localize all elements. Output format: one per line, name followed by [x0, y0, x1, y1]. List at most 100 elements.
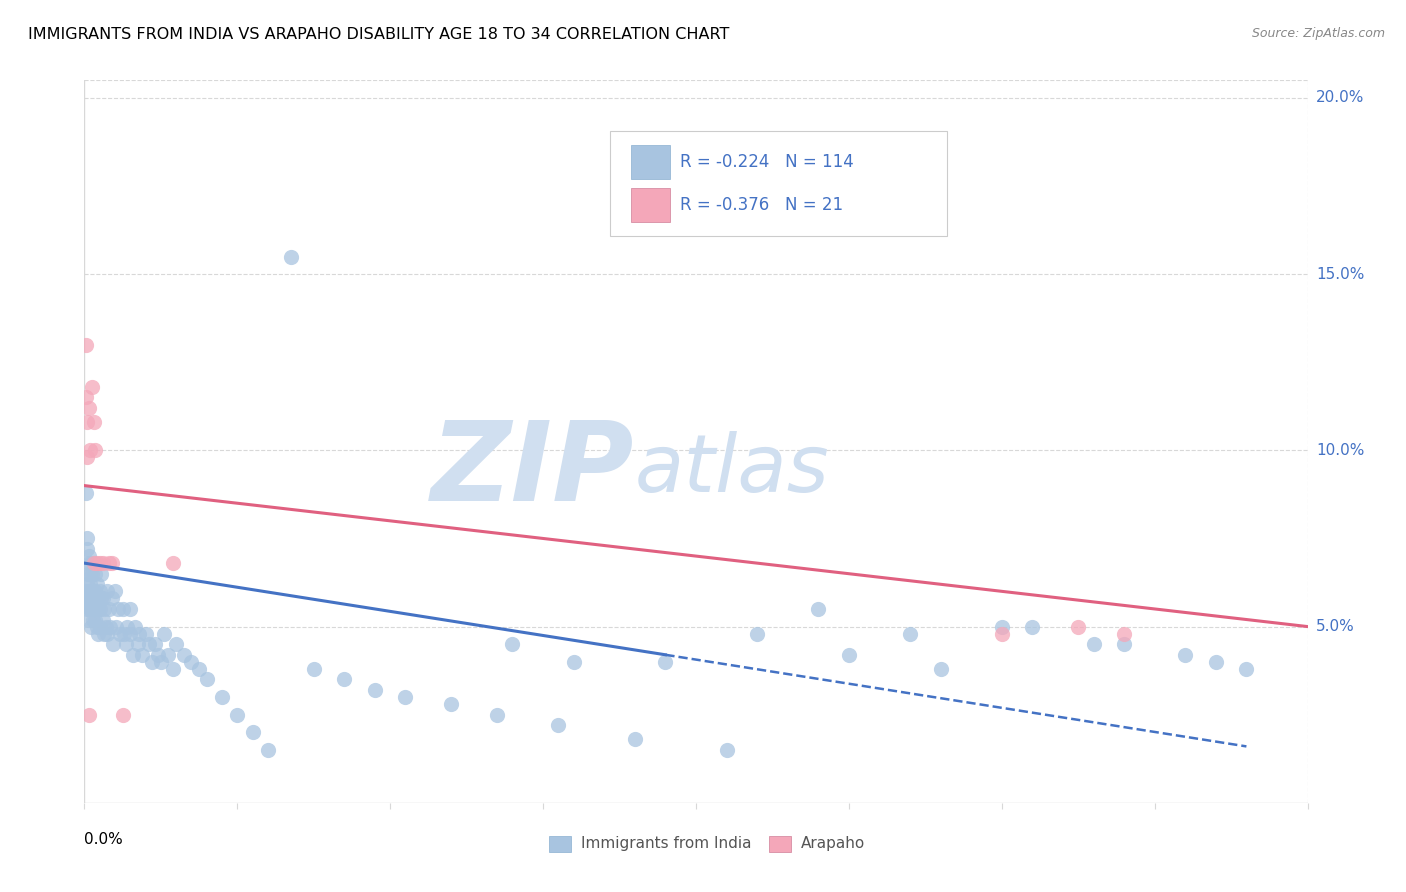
Point	[747, 626, 769, 640]
Point	[149, 655, 172, 669]
Point	[394, 690, 416, 704]
Point	[1021, 619, 1043, 633]
Text: IMMIGRANTS FROM INDIA VS ARAPAHO DISABILITY AGE 18 TO 34 CORRELATION CHART: IMMIGRANTS FROM INDIA VS ARAPAHO DISABIL…	[28, 27, 730, 42]
Point	[79, 443, 101, 458]
Point	[624, 732, 647, 747]
Point	[84, 591, 107, 606]
Point	[76, 602, 98, 616]
Point	[87, 602, 110, 616]
Point	[91, 556, 114, 570]
Point	[75, 584, 97, 599]
Point	[93, 602, 115, 616]
Point	[87, 626, 110, 640]
Point	[1114, 637, 1136, 651]
Point	[138, 637, 160, 651]
Point	[226, 707, 249, 722]
Point	[173, 648, 195, 662]
Point	[115, 619, 138, 633]
Point	[94, 619, 117, 633]
Text: ZIP: ZIP	[432, 417, 636, 524]
Point	[128, 626, 150, 640]
Text: 5.0%: 5.0%	[1316, 619, 1354, 634]
Point	[79, 602, 101, 616]
Point	[162, 556, 184, 570]
Bar	[769, 836, 792, 852]
Point	[333, 673, 356, 687]
Text: Arapaho: Arapaho	[801, 837, 866, 852]
Point	[101, 591, 124, 606]
Point	[716, 743, 738, 757]
Point	[86, 577, 108, 591]
Point	[75, 391, 97, 405]
Point	[122, 648, 145, 662]
Point	[77, 707, 100, 722]
Point	[547, 718, 569, 732]
Point	[838, 648, 860, 662]
Point	[97, 602, 120, 616]
Point	[124, 619, 146, 633]
Point	[120, 602, 142, 616]
Point	[90, 566, 112, 581]
Point	[87, 591, 110, 606]
Text: 0.0%: 0.0%	[84, 831, 124, 847]
Point	[80, 602, 103, 616]
Point	[86, 619, 108, 633]
Point	[79, 591, 101, 606]
Point	[991, 626, 1014, 640]
Point	[80, 584, 103, 599]
Point	[79, 566, 101, 581]
Point	[97, 556, 120, 570]
Point	[80, 380, 103, 394]
Point	[135, 626, 157, 640]
Point	[80, 619, 103, 633]
Point	[75, 485, 97, 500]
Point	[127, 637, 149, 651]
Point	[502, 637, 524, 651]
Point	[76, 591, 98, 606]
Point	[80, 566, 103, 581]
Point	[84, 584, 107, 599]
Point	[83, 591, 105, 606]
Point	[111, 602, 134, 616]
Point	[157, 648, 180, 662]
Point	[486, 707, 509, 722]
Point	[1174, 648, 1197, 662]
Point	[77, 401, 100, 415]
Point	[89, 584, 111, 599]
Point	[280, 250, 302, 264]
Point	[80, 591, 103, 606]
Point	[83, 415, 105, 429]
Point	[89, 619, 111, 633]
Point	[114, 637, 136, 651]
Point	[83, 556, 105, 570]
Point	[180, 655, 202, 669]
Point	[153, 626, 176, 640]
Point	[77, 566, 100, 581]
Point	[83, 602, 105, 616]
Point	[91, 613, 114, 627]
Point	[162, 662, 184, 676]
Point	[89, 602, 111, 616]
Point	[929, 662, 952, 676]
Text: atlas: atlas	[636, 432, 830, 509]
Text: 15.0%: 15.0%	[1316, 267, 1364, 282]
Point	[195, 673, 218, 687]
Point	[84, 566, 107, 581]
Point	[143, 637, 166, 651]
Point	[111, 707, 134, 722]
Point	[83, 584, 105, 599]
Text: Source: ZipAtlas.com: Source: ZipAtlas.com	[1251, 27, 1385, 40]
Point	[1114, 626, 1136, 640]
Point	[77, 556, 100, 570]
Point	[1067, 619, 1090, 633]
Point	[77, 613, 100, 627]
Point	[77, 591, 100, 606]
Point	[991, 619, 1014, 633]
Point	[120, 626, 142, 640]
Point	[1236, 662, 1258, 676]
Point	[76, 532, 98, 546]
Point	[84, 613, 107, 627]
Text: 10.0%: 10.0%	[1316, 442, 1364, 458]
Point	[82, 613, 104, 627]
Point	[96, 626, 118, 640]
